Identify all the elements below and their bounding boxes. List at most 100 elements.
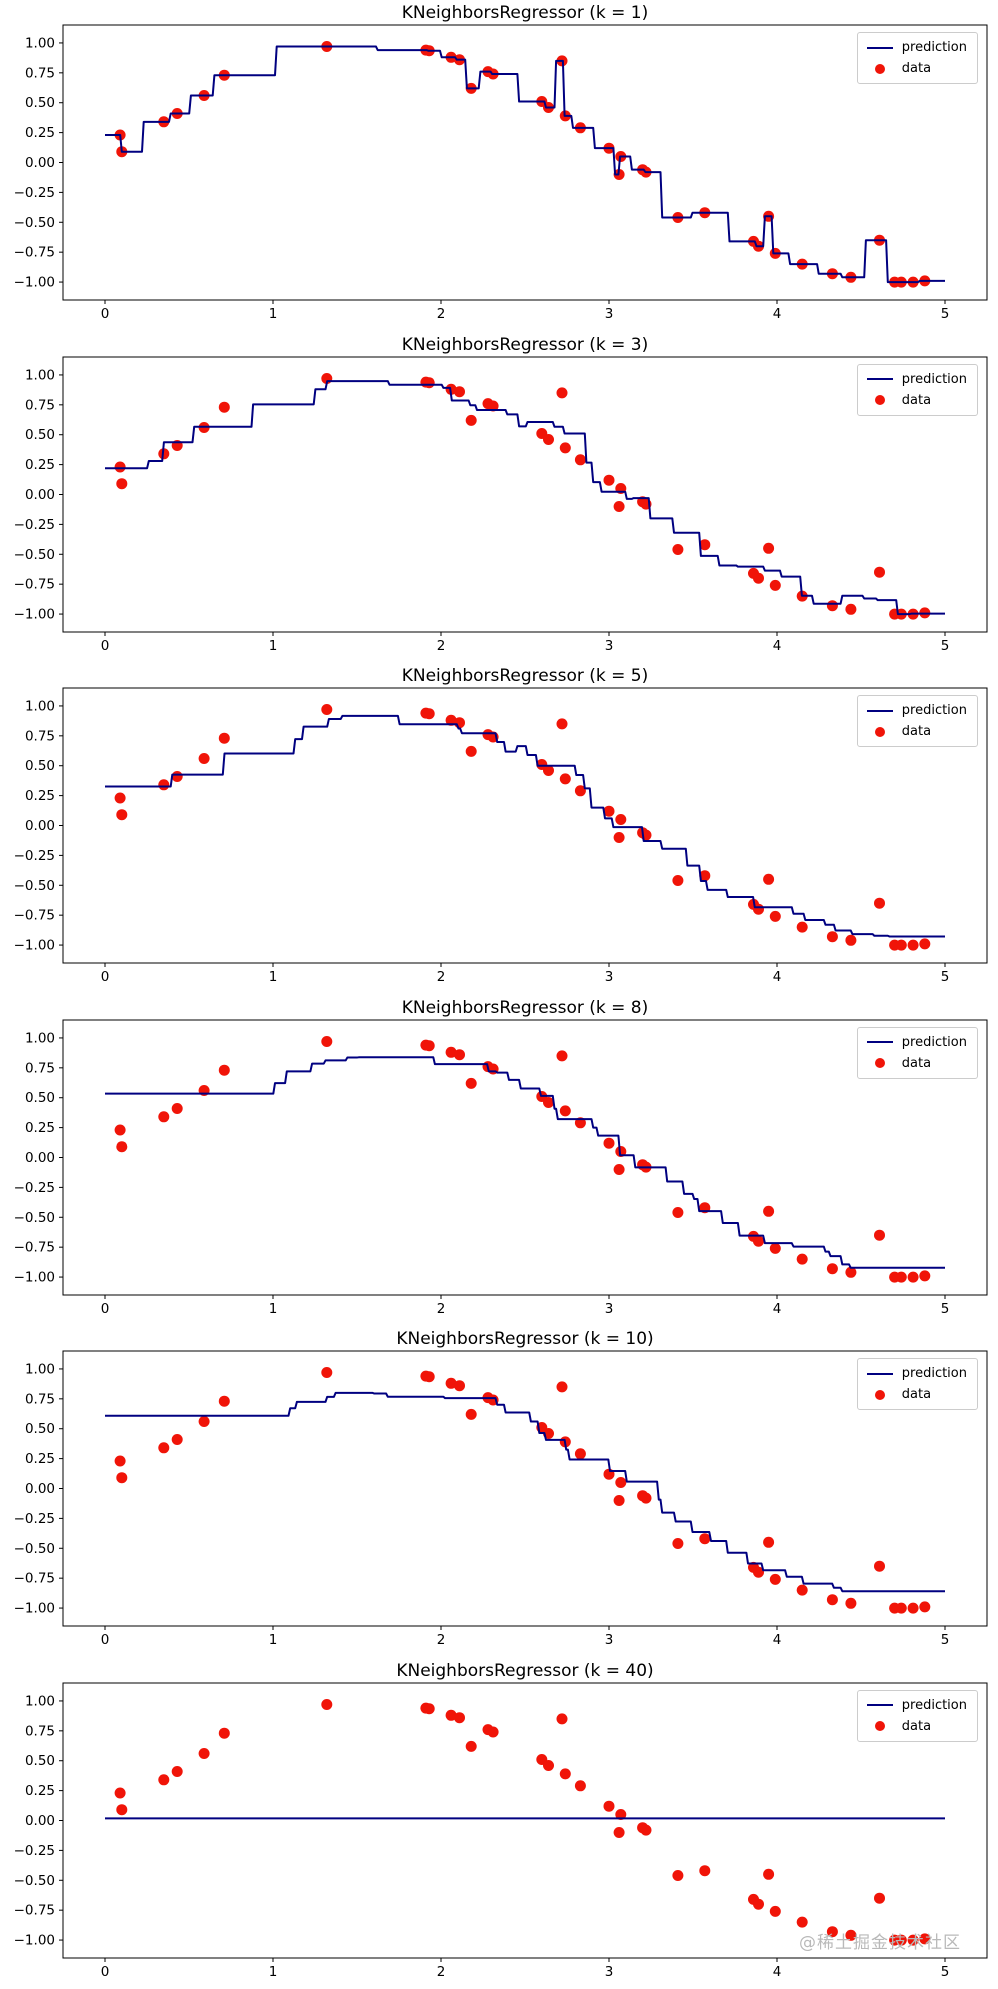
svg-text:1: 1: [269, 1301, 278, 1317]
svg-text:−0.25: −0.25: [14, 848, 55, 864]
legend-row-prediction: prediction: [866, 1365, 967, 1382]
legend-row-prediction: prediction: [866, 702, 967, 719]
svg-text:0.50: 0.50: [25, 1753, 55, 1769]
prediction-line-swatch: [866, 709, 893, 712]
svg-text:−1.00: −1.00: [14, 1601, 55, 1617]
legend-label-prediction: prediction: [901, 1366, 967, 1381]
svg-text:0.50: 0.50: [25, 427, 55, 443]
svg-text:0: 0: [101, 1964, 110, 1980]
data-point-swatch: [867, 1058, 893, 1068]
svg-text:2: 2: [437, 1301, 446, 1317]
svg-text:−0.25: −0.25: [14, 185, 55, 201]
data-point-swatch: [867, 1389, 893, 1400]
svg-text:5: 5: [941, 1301, 950, 1317]
svg-text:1: 1: [269, 1964, 278, 1980]
legend-row-data: data: [867, 723, 967, 740]
legend: prediction data: [856, 363, 978, 416]
plot-title: KNeighborsRegressor (k = 40): [396, 1660, 654, 1681]
svg-text:3: 3: [605, 1301, 614, 1317]
svg-text:1.00: 1.00: [25, 1693, 55, 1709]
svg-text:0.50: 0.50: [25, 1090, 55, 1106]
svg-text:0.50: 0.50: [25, 758, 55, 774]
svg-text:−0.50: −0.50: [14, 1541, 55, 1557]
svg-text:−0.25: −0.25: [14, 1511, 55, 1527]
svg-text:1.00: 1.00: [25, 367, 55, 383]
data-point-swatch: [867, 726, 893, 737]
svg-text:4: 4: [773, 969, 782, 985]
svg-text:0.50: 0.50: [25, 1421, 55, 1437]
svg-text:−0.75: −0.75: [14, 1902, 55, 1918]
svg-text:0.00: 0.00: [25, 818, 55, 834]
data-point-swatch: [867, 63, 893, 74]
legend-label-data: data: [901, 392, 932, 408]
svg-text:−1.00: −1.00: [14, 275, 55, 291]
svg-text:4: 4: [773, 1301, 782, 1317]
legend-label-prediction: prediction: [901, 40, 967, 55]
subplot-k-1: KNeighborsRegressor (k = 1) 0 1 2 3 4 5 1.00 0.…: [0, 0, 998, 332]
legend-label-prediction: prediction: [901, 371, 967, 387]
plot-title: KNeighborsRegressor (k = 5): [401, 666, 649, 686]
legend-row-data: data: [867, 392, 967, 409]
svg-text:2: 2: [437, 969, 446, 985]
svg-text:0.00: 0.00: [25, 1813, 55, 1829]
legend-row-prediction: prediction: [866, 1034, 967, 1051]
svg-text:1.00: 1.00: [25, 1361, 55, 1377]
svg-text:1: 1: [269, 638, 278, 654]
plot-title: KNeighborsRegressor (k = 3): [401, 334, 649, 355]
svg-text:5: 5: [941, 1964, 950, 1980]
legend-label-data: data: [901, 724, 932, 739]
svg-text:−0.75: −0.75: [14, 1571, 55, 1587]
svg-text:0.00: 0.00: [25, 155, 55, 171]
svg-text:1.00: 1.00: [25, 698, 55, 714]
svg-text:5: 5: [941, 638, 950, 654]
svg-text:2: 2: [437, 638, 446, 654]
prediction-line-swatch: [866, 1041, 893, 1043]
svg-text:4: 4: [773, 1964, 782, 1980]
legend-row-data: data: [867, 1718, 967, 1735]
svg-text:0.00: 0.00: [25, 1150, 55, 1166]
svg-text:4: 4: [773, 306, 782, 322]
plot-canvas: 0 1 2 3 4 5 1.00 0.75 0.50 0.25 0.00 −0.25 −0.50 −0.7…: [14, 1019, 988, 1317]
svg-text:1: 1: [269, 969, 278, 985]
svg-text:−0.75: −0.75: [14, 1239, 55, 1255]
legend-label-prediction: prediction: [901, 1697, 967, 1713]
legend: prediction data: [856, 32, 978, 84]
svg-text:0.50: 0.50: [25, 95, 55, 111]
svg-text:−0.50: −0.50: [14, 1209, 55, 1225]
legend-row-data: data: [867, 60, 967, 77]
prediction-line-swatch: [866, 378, 893, 380]
legend-row-prediction: prediction: [866, 39, 967, 56]
plot-canvas: 0 1 2 3 4 5 1.00 0.75 0.50 0.25 0.00 −0.25 −0.50 −0.7…: [14, 1350, 988, 1648]
svg-text:−1.00: −1.00: [14, 938, 55, 954]
svg-text:0.25: 0.25: [25, 1120, 55, 1136]
svg-text:−0.75: −0.75: [14, 245, 55, 261]
svg-text:4: 4: [773, 1632, 782, 1648]
legend: prediction data: [856, 695, 978, 747]
svg-text:5: 5: [941, 1632, 950, 1648]
svg-text:3: 3: [605, 1632, 614, 1648]
subplot-k-3: KNeighborsRegressor (k = 3) 0 1 2 3 4 5 1.00 0.…: [0, 332, 998, 664]
legend-label-prediction: prediction: [901, 703, 967, 718]
data-point-swatch: [867, 1721, 893, 1731]
prediction-line-swatch: [866, 46, 893, 49]
svg-text:0.00: 0.00: [25, 487, 55, 503]
svg-text:2: 2: [437, 1632, 446, 1648]
svg-text:5: 5: [941, 969, 950, 985]
svg-text:−0.25: −0.25: [14, 1842, 55, 1858]
svg-text:2: 2: [437, 306, 446, 322]
subplot-k-5: KNeighborsRegressor (k = 5) 0 1 2 3 4 5 1.00 0.…: [0, 663, 998, 995]
svg-text:3: 3: [605, 306, 614, 322]
legend-label-data: data: [901, 1055, 932, 1071]
legend-row-prediction: prediction: [866, 371, 967, 388]
svg-text:0.00: 0.00: [25, 1481, 55, 1497]
svg-text:−0.50: −0.50: [14, 215, 55, 231]
svg-text:0: 0: [101, 306, 110, 322]
svg-text:0.25: 0.25: [25, 1451, 55, 1467]
plot-canvas: 0 1 2 3 4 5 1.00 0.75 0.50 0.25 0.00 −0.25 −0.50 −0.7…: [14, 687, 988, 985]
legend: prediction data: [856, 1358, 978, 1410]
plot-canvas: 0 1 2 3 4 5 1.00 0.75 0.50 0.25 0.00 −0.25 −0.50 −0.7…: [14, 1682, 988, 1980]
prediction-line-swatch: [866, 1372, 893, 1375]
svg-text:−0.25: −0.25: [14, 516, 55, 532]
svg-text:1.00: 1.00: [25, 35, 55, 51]
